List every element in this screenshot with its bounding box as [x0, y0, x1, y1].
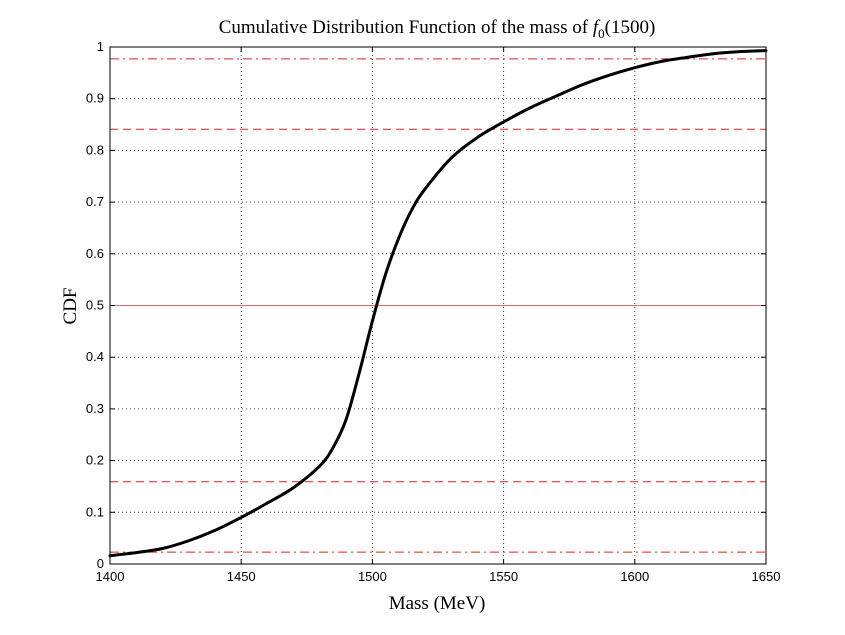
y-tick-label: 0.7	[86, 194, 104, 209]
y-tick-label: 0.5	[86, 298, 104, 313]
y-tick-label: 0.3	[86, 401, 104, 416]
x-tick-label: 1500	[358, 569, 387, 584]
reference-lines	[110, 58, 766, 553]
x-axis-label: Mass (MeV)	[389, 593, 486, 614]
series-line-cdf	[108, 49, 768, 558]
chart-title-suffix: (1500)	[605, 17, 656, 38]
chart-title-subscript: 0	[598, 26, 605, 41]
y-axis-label: CDF	[60, 288, 81, 325]
y-tick-label: 1	[97, 39, 104, 54]
y-tick-label: 0.6	[86, 246, 104, 261]
chart-title-prefix: Cumulative Distribution Function of the …	[219, 17, 593, 38]
y-tick-label: 0	[97, 556, 104, 571]
chart-title: Cumulative Distribution Function of the …	[219, 17, 656, 41]
y-tick-label: 0.4	[86, 349, 104, 364]
x-tick-label: 1400	[96, 569, 125, 584]
y-tick-label: 0.8	[86, 142, 104, 157]
chart-title-symbol: f	[593, 17, 601, 38]
x-tick-label: 1550	[489, 569, 518, 584]
x-tick-label: 1450	[227, 569, 256, 584]
y-tick-label: 0.2	[86, 453, 104, 468]
x-tick-labels: 1400 1450 1500 1550 1600 1650	[96, 569, 781, 584]
series-layer	[108, 49, 768, 558]
x-tick-label: 1600	[620, 569, 649, 584]
y-tick-label: 0.1	[86, 504, 104, 519]
axes	[109, 46, 767, 565]
x-tick-label: 1650	[752, 569, 781, 584]
y-tick-label: 0.9	[86, 91, 104, 106]
y-tick-labels: 0 0.1 0.2 0.3 0.4 0.5 0.6 0.7 0.8 0.9 1	[86, 39, 104, 571]
axes-frame	[109, 46, 767, 565]
